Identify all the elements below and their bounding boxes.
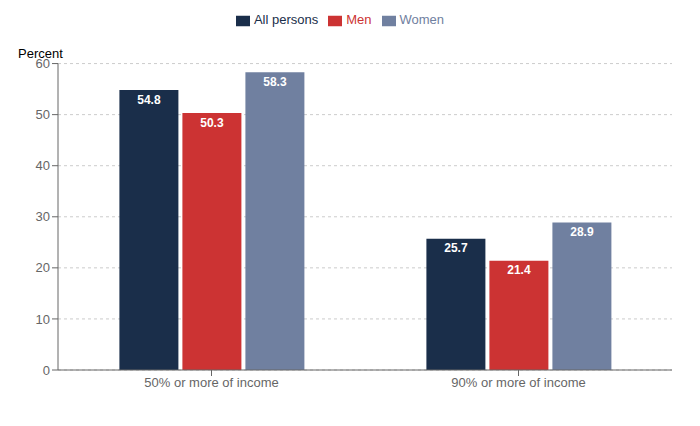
svg-text:50: 50 [36,107,50,122]
svg-text:54.8: 54.8 [137,93,161,107]
svg-text:58.3: 58.3 [263,75,287,89]
svg-text:20: 20 [36,260,50,275]
svg-text:25.7: 25.7 [444,241,468,255]
svg-text:50.3: 50.3 [200,116,224,130]
svg-text:60: 60 [36,56,50,71]
svg-text:28.9: 28.9 [570,225,594,239]
svg-text:0: 0 [43,363,50,378]
svg-text:30: 30 [36,209,50,224]
svg-text:10: 10 [36,312,50,327]
svg-text:21.4: 21.4 [507,263,531,277]
svg-text:50% or more of income: 50% or more of income [144,375,278,390]
svg-text:40: 40 [36,158,50,173]
svg-text:90% or more of income: 90% or more of income [451,375,585,390]
